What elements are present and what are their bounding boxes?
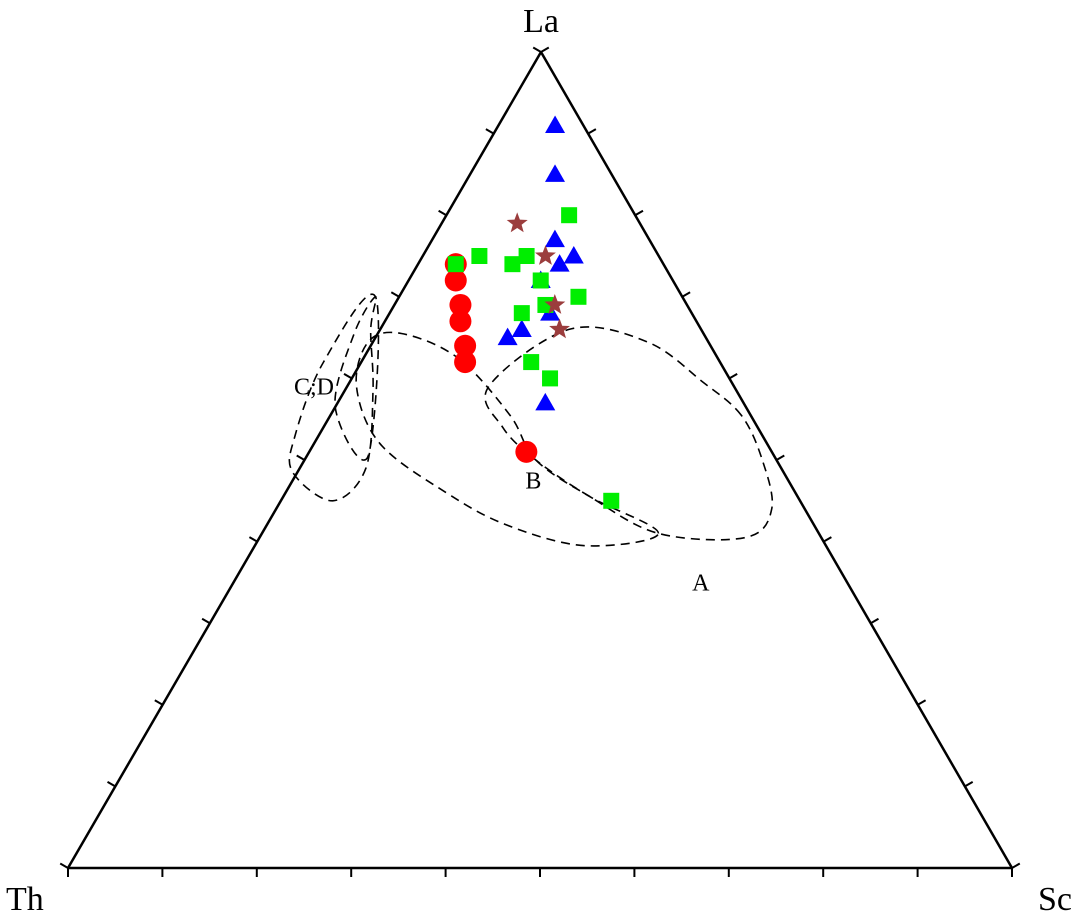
field-label-cd: C;D (294, 375, 334, 401)
triangle-marker (535, 392, 556, 411)
triangle-marker (545, 115, 566, 133)
left-axis-tick (485, 128, 495, 135)
left-axis-tick (390, 291, 400, 298)
circle-marker (449, 310, 472, 333)
right-axis-tick (870, 617, 879, 625)
left-axis-tick (343, 373, 353, 380)
right-axis-tick (681, 291, 691, 298)
square-marker (561, 207, 578, 224)
square-marker (603, 492, 620, 509)
right-axis-tick (964, 781, 974, 788)
right-axis-tick (634, 209, 644, 217)
left-axis-tick (438, 209, 447, 217)
square-marker (471, 248, 488, 264)
square-marker (504, 256, 521, 273)
right-axis-tick (540, 46, 550, 53)
star-marker (549, 318, 570, 339)
square-marker (542, 370, 559, 387)
square-marker (570, 288, 587, 305)
left-axis-tick (248, 536, 258, 543)
star-marker (506, 212, 528, 233)
vertex-label-top: La (523, 3, 559, 40)
field-outline-b (355, 331, 660, 547)
tectonic-fields: A B C;D (288, 293, 774, 597)
square-marker (447, 256, 464, 273)
left-axis-tick (154, 699, 164, 706)
right-axis-tick (917, 699, 927, 706)
right-axis-tick (1011, 862, 1021, 869)
triangle-marker (545, 164, 566, 182)
left-axis-tick (59, 862, 69, 869)
triangle-marker (549, 254, 570, 272)
square-marker (532, 272, 549, 289)
vertex-label-left: Th (6, 881, 44, 913)
right-axis-tick (775, 454, 785, 461)
right-axis-tick (728, 373, 738, 380)
triangle-marker (544, 229, 565, 248)
star-marker (535, 245, 556, 265)
left-axis-tick (201, 617, 211, 625)
right-axis-tick (587, 128, 597, 135)
ternary-axes (66, 51, 1014, 870)
left-axis-tick (107, 781, 116, 788)
right-axis-tick (823, 536, 832, 543)
square-marker (537, 296, 554, 313)
circle-marker (449, 293, 472, 316)
vertex-label-right: Sc (1038, 881, 1072, 913)
star-marker (544, 294, 566, 314)
square-marker (513, 305, 530, 322)
triangle-marker (563, 246, 584, 264)
square-marker (518, 248, 535, 264)
field-label-b: B (525, 469, 541, 495)
data-points (444, 115, 620, 509)
axis-ticks (59, 46, 1021, 877)
circle-marker (444, 269, 467, 292)
vertex-labels: La Th Sc (6, 3, 1072, 913)
circle-marker (515, 440, 538, 463)
circle-marker (454, 334, 477, 357)
circle-marker (454, 351, 477, 374)
left-axis-tick (296, 454, 306, 461)
square-marker (523, 354, 540, 371)
field-outline-a (484, 326, 774, 541)
triangle-marker (497, 327, 518, 346)
left-axis-tick (532, 46, 542, 53)
field-label-a: A (692, 571, 710, 597)
triangle-marker (511, 319, 532, 337)
